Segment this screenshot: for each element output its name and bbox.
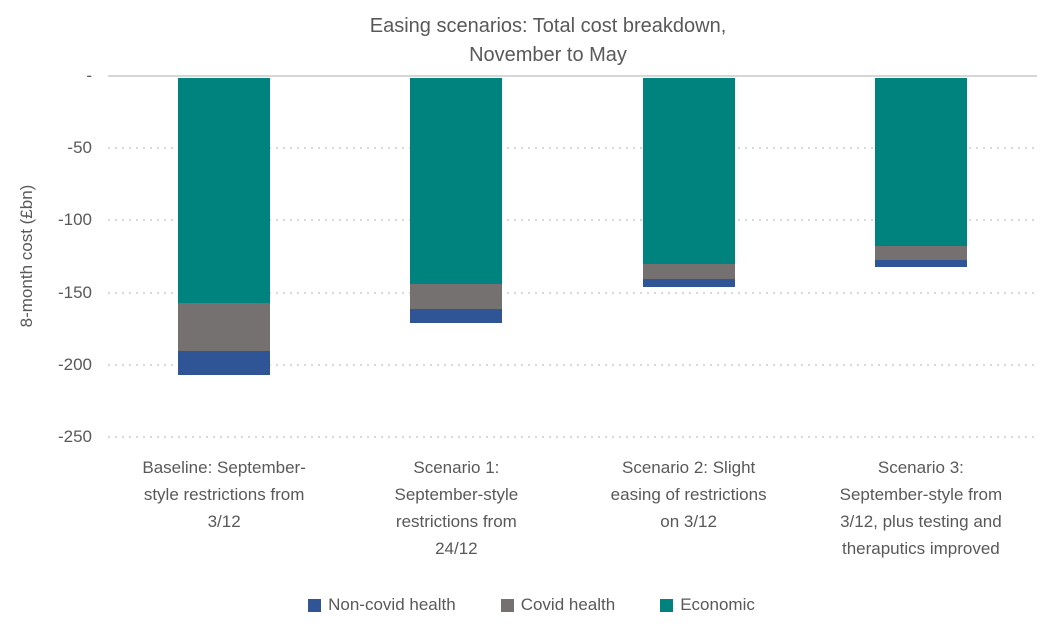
gridline (108, 219, 1037, 222)
zero-axis-line (108, 75, 1037, 77)
bar-segment-non-covid-health (642, 278, 735, 288)
bar-segment-covid-health (642, 264, 735, 279)
bar-segment-covid-health (874, 245, 967, 260)
bar-segment-economic (642, 78, 735, 265)
category-label: Scenario 2: Slight easing of restriction… (610, 458, 767, 531)
legend-swatch-economic (660, 598, 674, 612)
category-label: Scenario 1: September-style restrictions… (394, 458, 519, 558)
category-label: Baseline: September- style restrictions … (142, 458, 306, 531)
y-tick-label: -200 (57, 354, 92, 374)
chart-title: Easing scenarios: Total cost breakdown, … (369, 15, 727, 66)
y-tick-label: -100 (57, 210, 92, 230)
legend-swatch-covid-health (500, 598, 514, 612)
bar-segment-non-covid-health (178, 350, 271, 376)
bar-segment-non-covid-health (874, 259, 967, 268)
legend-label: Covid health (520, 595, 616, 614)
y-tick-label: - (86, 66, 92, 85)
legend-item-non-covid-health: Non-covid health (308, 595, 456, 615)
bar-segment-economic (410, 78, 503, 285)
gridline (108, 363, 1037, 366)
legend-label: Economic (680, 595, 755, 614)
y-tick-label: -150 (57, 282, 92, 302)
bar-segment-economic (874, 78, 967, 246)
legend-item-economic: Economic (660, 595, 755, 615)
gridline (108, 436, 1037, 438)
legend-label: Non-covid health (328, 595, 456, 614)
gridline (108, 147, 1037, 150)
gridline (108, 291, 1037, 294)
legend: Non-covid health Covid health Economic (0, 592, 1063, 618)
y-tick-label: -250 (57, 427, 92, 446)
legend-swatch-non-covid-health (308, 598, 322, 612)
bar-segment-covid-health (410, 284, 503, 310)
bar-segment-economic (178, 78, 271, 304)
bar-segment-covid-health (178, 303, 271, 351)
bar-segment-non-covid-health (410, 309, 503, 324)
legend-item-covid-health: Covid health (500, 595, 616, 615)
y-tick-label: -50 (67, 138, 92, 158)
category-label: Scenario 3: September-style from 3/12, p… (839, 458, 1003, 558)
